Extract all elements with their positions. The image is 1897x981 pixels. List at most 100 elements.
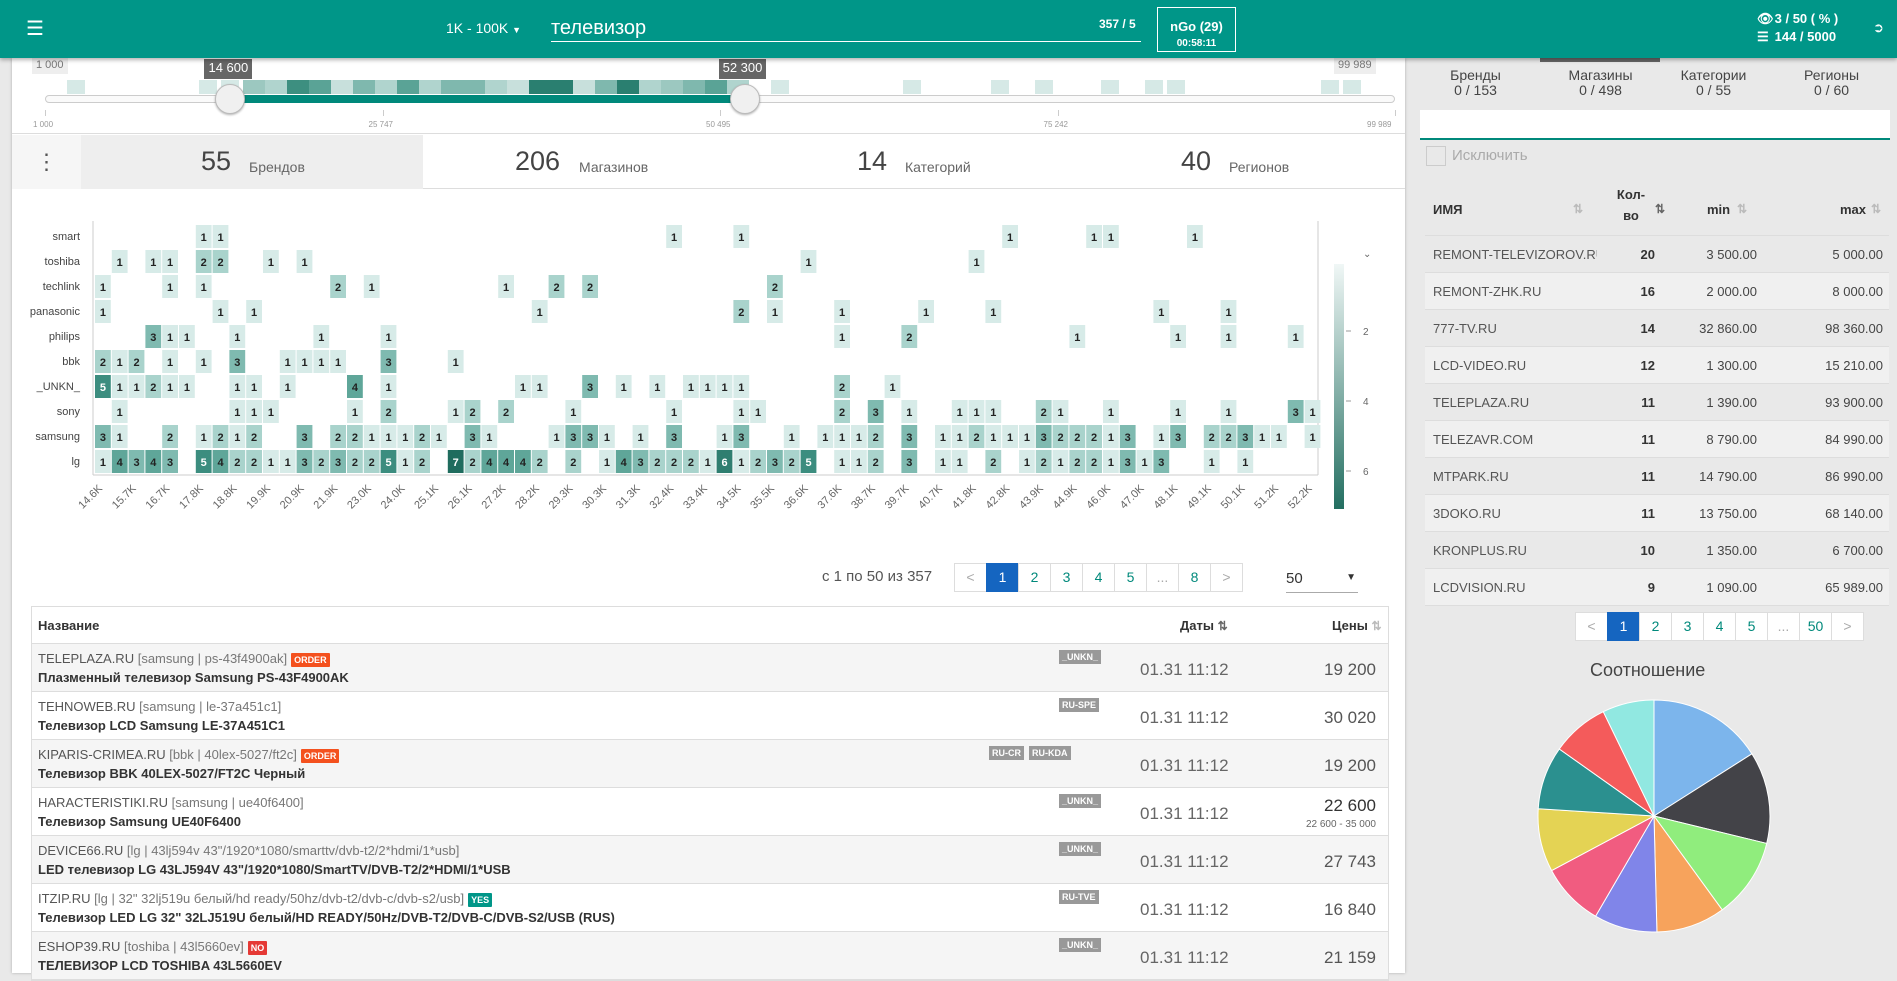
heatmap-cell[interactable]	[834, 400, 850, 423]
heatmap-cell[interactable]	[179, 325, 195, 348]
heatmap-cell[interactable]	[363, 450, 380, 473]
heatmap-cell[interactable]	[263, 250, 279, 273]
heatmap-cell[interactable]	[1237, 450, 1254, 473]
heatmap-cell[interactable]	[111, 425, 128, 448]
heatmap-cell[interactable]	[95, 375, 111, 398]
heatmap-cell[interactable]	[296, 450, 313, 473]
heatmap-cell[interactable]	[347, 425, 363, 448]
heatmap-cell[interactable]	[111, 350, 128, 373]
heatmap-cell[interactable]	[111, 375, 128, 398]
heatmap-cell[interactable]	[1153, 425, 1170, 448]
heatmap-cell[interactable]	[397, 425, 414, 448]
heatmap-cell[interactable]	[733, 300, 750, 323]
heatmap-cell[interactable]	[279, 450, 296, 473]
chevron-down-icon[interactable]: ⌄	[1363, 249, 1371, 260]
tab-categories[interactable]: Категории 0 / 55	[1656, 68, 1771, 98]
heatmap-cell[interactable]	[296, 250, 313, 273]
heatmap-cell[interactable]	[363, 425, 380, 448]
heatmap-cell[interactable]	[733, 225, 750, 248]
heatmap-cell[interactable]	[968, 250, 985, 273]
heatmap-cell[interactable]	[867, 450, 884, 473]
heatmap-cell[interactable]	[649, 450, 666, 473]
heatmap-cell[interactable]	[901, 325, 918, 348]
heatmap-cell[interactable]	[548, 275, 565, 298]
heatmap-cell[interactable]	[1052, 450, 1069, 473]
heatmap-cell[interactable]	[968, 425, 985, 448]
heatmap-cell[interactable]	[414, 450, 430, 473]
offer-shop-link[interactable]: KIPARIS-CRIMEA.RU	[38, 747, 170, 762]
heatmap-cell[interactable]	[229, 400, 246, 423]
heatmap-cell[interactable]	[380, 450, 397, 473]
heatmap-cell[interactable]	[867, 400, 884, 423]
heatmap-cell[interactable]	[447, 450, 464, 473]
heatmap-cell[interactable]	[128, 350, 145, 373]
heatmap-cell[interactable]	[565, 425, 582, 448]
heatmap-cell[interactable]	[985, 400, 1002, 423]
heatmap-cell[interactable]	[666, 450, 682, 473]
heatmap-cell[interactable]	[1237, 425, 1254, 448]
more-options-icon[interactable]: ⋮	[12, 135, 81, 189]
offer-shop-link[interactable]: TEHNOWEB.RU	[38, 699, 140, 714]
heatmap-cell[interactable]	[195, 250, 212, 273]
heatmap-cell[interactable]	[515, 450, 531, 473]
heatmap-cell[interactable]	[1052, 400, 1069, 423]
heatmap-cell[interactable]	[246, 425, 262, 448]
heatmap-cell[interactable]	[246, 375, 262, 398]
heatmap-cell[interactable]	[1220, 325, 1237, 348]
heatmap-cell[interactable]	[1086, 225, 1102, 248]
heatmap-cell[interactable]	[380, 350, 397, 373]
heatmap-cell[interactable]	[263, 450, 279, 473]
heatmap-cell[interactable]	[296, 425, 313, 448]
heatmap-cell[interactable]	[229, 375, 246, 398]
heatmap-cell[interactable]	[733, 450, 750, 473]
logout-icon[interactable]: ➲	[1873, 20, 1884, 35]
heatmap-cell[interactable]	[95, 350, 111, 373]
heatmap-cell[interactable]	[431, 425, 447, 448]
heatmap-cell[interactable]	[901, 425, 918, 448]
heatmap-cell[interactable]	[347, 375, 363, 398]
shop-row[interactable]: LCD-VIDEO.RU 12 1 300.00 15 210.00	[1425, 347, 1889, 384]
heatmap-cell[interactable]	[397, 450, 414, 473]
table-row[interactable]: KIPARIS-CRIMEA.RU [bbk | 40lex-5027/ft2c…	[32, 740, 1388, 788]
offer-shop-link[interactable]: TELEPLAZA.RU	[38, 651, 138, 666]
heatmap-cell[interactable]	[330, 450, 346, 473]
shop-row[interactable]: 3DOKO.RU 11 13 750.00 68 140.00	[1425, 495, 1889, 532]
col-shop-name[interactable]: ИМЯ	[1433, 202, 1463, 217]
heatmap-cell[interactable]	[901, 400, 918, 423]
heatmap-cell[interactable]	[699, 450, 716, 473]
heatmap-cell[interactable]	[901, 450, 918, 473]
heatmap-cell[interactable]	[951, 425, 968, 448]
heatmap-cell[interactable]	[615, 375, 632, 398]
heatmap-cell[interactable]	[195, 350, 212, 373]
heatmap-cell[interactable]	[380, 400, 397, 423]
heatmap-cell[interactable]	[531, 300, 548, 323]
shop-row[interactable]: LCDVISION.RU 9 1 090.00 65 989.00	[1425, 569, 1889, 606]
heatmap-cell[interactable]	[733, 375, 750, 398]
heatmap-cell[interactable]	[951, 450, 968, 473]
heatmap-cell[interactable]	[935, 425, 951, 448]
heatmap-cell[interactable]	[1052, 425, 1069, 448]
heatmap-cell[interactable]	[851, 425, 867, 448]
page-button[interactable]: 5	[1735, 612, 1768, 641]
slider-high-handle[interactable]	[729, 84, 760, 114]
col-qty-label[interactable]: Кол-во	[1616, 187, 1646, 223]
heatmap-cell[interactable]	[1103, 400, 1119, 423]
heatmap-cell[interactable]	[162, 325, 178, 348]
heatmap-cell[interactable]	[632, 450, 649, 473]
prev-page-button[interactable]: <	[954, 563, 987, 592]
heatmap-cell[interactable]	[985, 450, 1002, 473]
heatmap-cell[interactable]	[363, 275, 380, 298]
sort-icon[interactable]: ⇅	[1871, 202, 1882, 216]
heatmap-cell[interactable]	[1002, 425, 1018, 448]
heatmap-cell[interactable]	[162, 250, 178, 273]
heatmap-cell[interactable]	[464, 425, 481, 448]
offer-shop-link[interactable]: DEVICE66.RU	[38, 843, 127, 858]
hamburger-menu-icon[interactable]: ☰	[26, 18, 44, 40]
heatmap-cell[interactable]	[481, 425, 498, 448]
heatmap-cell[interactable]	[1019, 450, 1035, 473]
heatmap-cell[interactable]	[111, 450, 128, 473]
page-button[interactable]: 2	[1639, 612, 1672, 641]
heatmap-cell[interactable]	[296, 350, 313, 373]
exclude-toggle[interactable]: Исключить	[1426, 146, 1528, 166]
heatmap-cell[interactable]	[330, 425, 346, 448]
